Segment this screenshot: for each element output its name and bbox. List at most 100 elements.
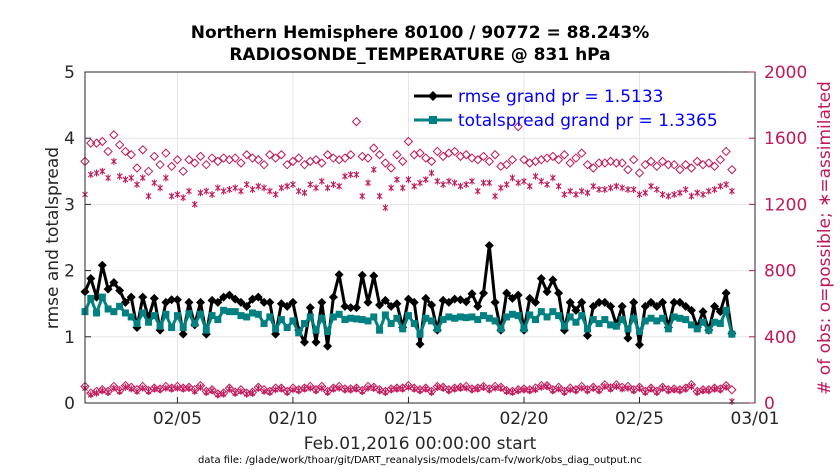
- obs-assimilated-point: [584, 189, 591, 197]
- rmse-point: [288, 297, 298, 307]
- totalspread-point: [202, 326, 210, 334]
- obs-assimilated-point: [549, 387, 556, 395]
- obs-assimilated-point: [376, 192, 383, 200]
- totalspread-point: [618, 316, 626, 324]
- obs-assimilated-point: [445, 387, 452, 395]
- totalspread-point: [647, 314, 655, 322]
- obs-assimilated-point: [342, 386, 348, 394]
- obs-assimilated-point: [191, 387, 198, 395]
- obs-possible-point: [126, 150, 136, 160]
- obs-assimilated-point: [659, 190, 666, 198]
- totalspread-point: [572, 318, 580, 326]
- obs-assimilated-point: [370, 384, 377, 392]
- rmse-point: [415, 339, 425, 349]
- obs-assimilated-point: [243, 181, 250, 189]
- obs-assimilated-point: [370, 166, 377, 174]
- obs-possible-point: [97, 136, 108, 147]
- obs-possible-point: [311, 155, 321, 165]
- totalspread-point: [145, 318, 153, 326]
- rmse-point: [571, 305, 581, 315]
- rmse-point: [421, 293, 431, 303]
- rmse-point: [600, 297, 610, 307]
- obs-assimilated-point: [503, 387, 510, 395]
- obs-assimilated-point: [128, 174, 135, 182]
- obs-assimilated-point: [261, 184, 267, 192]
- obs-assimilated-point: [705, 387, 712, 395]
- obs-assimilated-point: [342, 172, 348, 180]
- rmse-point: [640, 301, 650, 311]
- obs-possible-point: [143, 166, 154, 177]
- totalspread-point: [508, 310, 516, 318]
- obs-possible-point: [155, 159, 165, 170]
- totalspread-point: [589, 316, 597, 324]
- obs-assimilated-point: [376, 387, 383, 395]
- totalspread-point: [191, 320, 199, 328]
- totalspread-point: [93, 309, 101, 317]
- y-right-tick-label: 2000: [764, 63, 807, 83]
- rmse-point: [617, 301, 627, 311]
- obs-possible-point: [727, 385, 737, 395]
- obs-assimilated-point: [711, 385, 718, 393]
- obs-assimilated-point: [480, 179, 487, 187]
- totalspread-point: [682, 316, 690, 324]
- totalspread-point: [318, 314, 326, 322]
- totalspread-point: [503, 313, 511, 321]
- totalspread-point: [560, 322, 568, 330]
- totalspread-point: [526, 311, 534, 319]
- obs-possible-point: [588, 163, 598, 173]
- obs-assimilated-point: [168, 385, 175, 393]
- obs-assimilated-point: [509, 174, 516, 182]
- obs-assimilated-point: [301, 385, 308, 393]
- obs-assimilated-point: [87, 171, 94, 179]
- obs-assimilated-point: [266, 388, 273, 396]
- rmse-point: [328, 292, 338, 302]
- obs-possible-point: [432, 146, 443, 157]
- obs-assimilated-point: [492, 192, 498, 200]
- obs-assimilated-point: [313, 387, 319, 395]
- obs-assimilated-point: [110, 384, 117, 392]
- obs-assimilated-point: [445, 177, 452, 185]
- obs-possible-point: [571, 153, 581, 163]
- totalspread-point: [676, 314, 684, 322]
- obs-possible-point: [103, 146, 113, 157]
- obs-assimilated-point: [694, 189, 701, 197]
- obs-assimilated-point: [405, 383, 412, 391]
- obs-assimilated-point: [578, 384, 585, 392]
- totalspread-point: [324, 328, 332, 336]
- obs-possible-point: [449, 146, 460, 157]
- obs-possible-point: [218, 153, 229, 163]
- obs-assimilated-point: [492, 384, 498, 392]
- rmse-point: [646, 297, 656, 307]
- totalspread-point: [335, 310, 343, 318]
- obs-possible-point: [369, 143, 379, 153]
- rmse-point: [606, 301, 616, 311]
- totalspread-point: [549, 308, 557, 316]
- rmse-point: [351, 303, 361, 313]
- obs-possible-point: [178, 166, 188, 177]
- totalspread-point: [110, 308, 118, 316]
- obs-possible-point: [230, 153, 240, 163]
- obs-possible-point: [282, 159, 292, 170]
- rmse-point: [721, 288, 731, 298]
- totalspread-point: [266, 313, 274, 321]
- totalspread-point: [439, 316, 447, 324]
- rmse-point: [184, 297, 194, 307]
- obs-assimilated-point: [538, 383, 545, 391]
- rmse-point: [669, 297, 679, 307]
- obs-assimilated-point: [174, 384, 181, 392]
- totalspread-point: [214, 316, 222, 324]
- totalspread-point: [578, 312, 586, 320]
- obs-assimilated-point: [688, 382, 695, 390]
- obs-assimilated-point: [162, 384, 169, 392]
- obs-assimilated-point: [388, 386, 395, 394]
- rmse-point: [323, 341, 333, 351]
- obs-assimilated-point: [705, 187, 712, 195]
- rmse-point: [196, 297, 206, 307]
- obs-assimilated-point: [659, 384, 666, 392]
- obs-possible-point: [501, 159, 512, 170]
- rmse-point: [242, 301, 252, 311]
- obs-assimilated-point: [596, 186, 602, 194]
- x-axis-ticks: 02/05 02/10 02/15 02/20 02/25 03/01: [153, 397, 780, 429]
- rmse-point: [554, 288, 564, 298]
- x-axis-label: Feb.01,2016 00:00:00 start: [304, 434, 537, 454]
